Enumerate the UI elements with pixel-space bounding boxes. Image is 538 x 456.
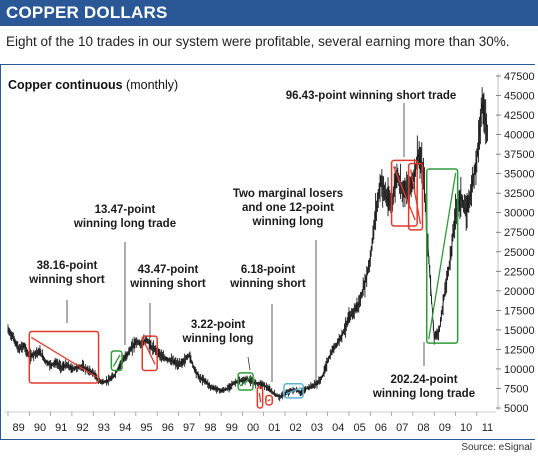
y-tick-label: 17500 (504, 305, 535, 317)
y-tick-label: 15000 (504, 325, 535, 337)
y-tick-label: 25000 (504, 247, 535, 259)
y-tick-label: 45000 (504, 91, 535, 103)
x-tick-label: 06 (375, 422, 387, 434)
x-tick-label: 91 (55, 422, 67, 434)
annotation-line: winning long trade (372, 388, 475, 400)
annotation-line: winning long (252, 216, 324, 228)
trade-box (407, 162, 424, 231)
x-tick-label: 03 (311, 422, 323, 434)
page-subtitle: Eight of the 10 trades in our system wer… (6, 34, 510, 49)
annotation-line: 6.18-point (241, 264, 295, 276)
x-tick-label: 98 (204, 422, 216, 434)
y-tick-label: 37500 (504, 149, 535, 161)
trade-box (283, 383, 304, 399)
trade-line (112, 354, 121, 367)
x-tick-label: 00 (247, 422, 259, 434)
annotation-leader (247, 356, 251, 371)
annotation-label: 3.22-point winning long (182, 319, 254, 345)
y-tick-label: 5000 (504, 403, 528, 415)
x-tick-label: 89 (13, 422, 25, 434)
price-line (7, 103, 488, 398)
annotation-line: 96.43-point winning short trade (286, 90, 457, 102)
trade-line (143, 341, 156, 365)
x-tick-label: 96 (162, 422, 174, 434)
x-tick-label: 11 (482, 422, 493, 434)
trade-box (390, 159, 418, 227)
chart-title: Copper continuous (monthly) (8, 78, 178, 92)
x-tick-label: 10 (460, 422, 472, 434)
y-tick-label: 35000 (504, 169, 535, 181)
annotation-line: 38.16-point (37, 260, 98, 272)
trade-box (237, 372, 254, 391)
annotation-line: Two marginal losers (233, 188, 343, 200)
y-tick-label: 40000 (504, 130, 535, 142)
annotation-label: Two marginal losers and one 12-point winni… (233, 188, 343, 228)
annotation-label: 43.47-point winning short (129, 264, 206, 290)
x-tick-label: 90 (34, 422, 46, 434)
chart-frame (0, 64, 535, 440)
annotation-line: winning short (28, 274, 105, 286)
trade-box (256, 386, 264, 409)
x-tick-label: 99 (226, 422, 238, 434)
annotation-label: 202.24-point winning long trade (372, 374, 475, 400)
y-tick-label: 20000 (504, 286, 535, 298)
annotation-label: 38.16-point winning short (28, 260, 105, 286)
x-tick-label: 05 (353, 422, 365, 434)
y-tick-label: 32500 (504, 188, 535, 200)
x-tick-label: 94 (119, 422, 131, 434)
trade-box (110, 350, 123, 372)
trade-box (28, 330, 100, 384)
y-tick-label: 12500 (504, 344, 535, 356)
annotation-label: 6.18-point winning short (229, 264, 306, 290)
x-tick-label: 01 (268, 422, 280, 434)
annotation-line: and one 12-point (242, 202, 334, 214)
chart-title-main: Copper continuous (8, 78, 123, 92)
x-tick-label: 02 (290, 422, 302, 434)
annotation-line: winning short (129, 278, 206, 290)
trade-line (258, 392, 262, 403)
trade-line (239, 376, 252, 387)
source-note: Source: eSignal (461, 442, 532, 453)
annotation-label: 96.43-point winning short trade (286, 90, 457, 102)
x-tick-label: 97 (183, 422, 195, 434)
trade-line (428, 172, 457, 340)
annotation-line: 43.47-point (138, 264, 199, 276)
annotation-label: 13.47-point winning long trade (73, 204, 176, 230)
y-tick-label: 22500 (504, 266, 535, 278)
x-tick-label: 04 (332, 422, 344, 434)
page-title: COPPER DOLLARS (6, 3, 168, 22)
annotation-line: 202.24-point (390, 374, 457, 386)
trade-line (392, 166, 416, 221)
trade-line (285, 387, 302, 395)
annotation-line: winning long (182, 333, 254, 345)
annotation-line: winning short (229, 278, 306, 290)
x-tick-label: 08 (417, 422, 429, 434)
x-tick-label: 09 (439, 422, 451, 434)
trade-box (265, 394, 273, 406)
x-tick-label: 93 (98, 422, 110, 434)
y-tick-label: 30000 (504, 208, 535, 220)
header-bar: COPPER DOLLARS (0, 0, 538, 26)
chart-title-suffix: (monthly) (123, 78, 179, 92)
x-tick-label: 95 (140, 422, 152, 434)
trade-line (409, 169, 422, 225)
trade-box (425, 168, 459, 344)
annotation-line: 13.47-point (95, 204, 156, 216)
y-tick-label: 27500 (504, 227, 535, 239)
x-tick-label: 92 (76, 422, 88, 434)
annotation-line: winning long trade (73, 218, 176, 230)
y-tick-label: 7500 (504, 383, 528, 395)
y-tick-label: 10000 (504, 364, 535, 376)
y-tick-label: 42500 (504, 110, 535, 122)
trade-line (30, 336, 97, 378)
trade-line (267, 398, 271, 402)
y-tick-label: 47500 (504, 71, 535, 83)
x-tick-label: 07 (396, 422, 408, 434)
annotation-line: 3.22-point (191, 319, 245, 331)
price-bars (7, 87, 488, 402)
